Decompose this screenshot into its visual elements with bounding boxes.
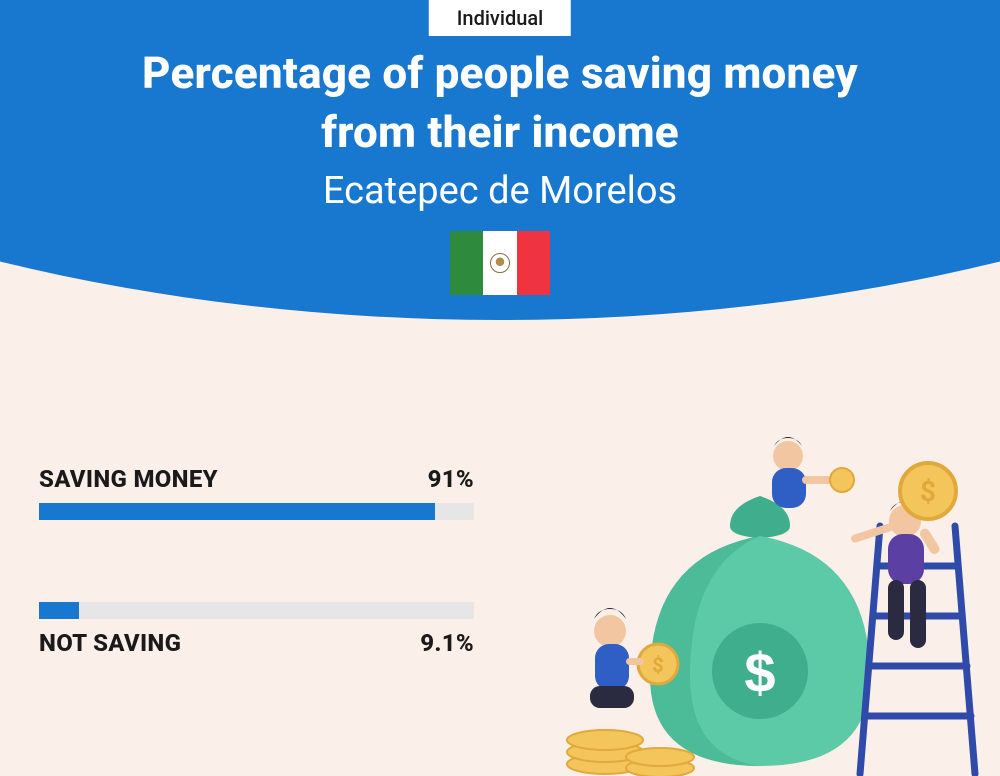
person-top-icon [772,437,854,508]
bar-fill [39,503,435,520]
bar-fill [39,602,79,619]
bar-label-row: SAVING MONEY 91% [39,465,474,493]
bar-group-not-saving: NOT SAVING 9.1% [39,602,474,657]
subtitle: Ecatepec de Morelos [0,169,1000,213]
flag-stripe-white [483,231,516,295]
bar-group-saving: SAVING MONEY 91% [39,465,474,520]
flag-emblem [490,253,510,273]
category-badge-label: Individual [457,6,543,30]
flag-stripe-red [517,231,550,295]
bar-track [39,602,474,619]
bar-value: 9.1% [420,629,474,657]
svg-text:$: $ [920,475,936,508]
person-purple-icon: $ [850,463,956,648]
bar-chart: SAVING MONEY 91% NOT SAVING 9.1% [39,465,474,657]
bar-label-row: NOT SAVING 9.1% [39,629,474,657]
title-line1: Percentage of people saving money [0,44,1000,103]
bar-label: NOT SAVING [39,629,181,657]
bar-label: SAVING MONEY [39,465,218,493]
savings-illustration: $ $ $ [550,436,980,776]
title-block: Percentage of people saving money from t… [0,44,1000,295]
svg-text:$: $ [744,641,775,704]
flag-stripe-green [450,231,483,295]
bar-value: 91% [428,465,474,493]
category-badge: Individual [429,0,571,36]
title-line2: from their income [0,103,1000,162]
bar-track [39,503,474,520]
flag-mexico [450,231,550,295]
svg-text:$: $ [652,653,663,677]
money-bag-icon: $ [650,496,870,766]
